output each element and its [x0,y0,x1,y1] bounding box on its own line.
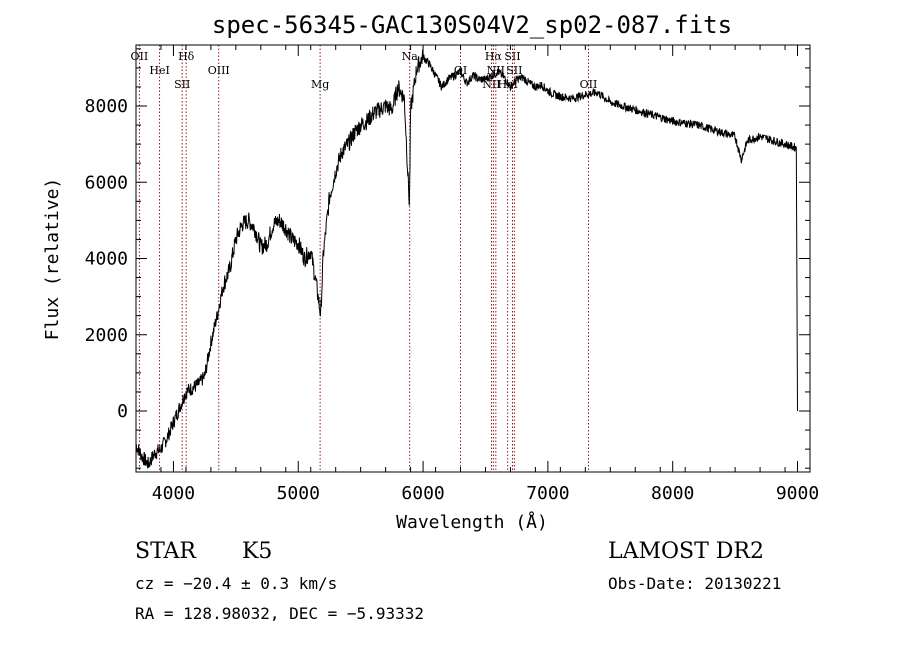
x-axis-label: Wavelength (Å) [396,511,548,533]
marker-label: Na [402,50,419,63]
redshift-cz: cz = −20.4 ± 0.3 km/s [135,574,338,593]
x-tick-label: 5000 [277,483,320,504]
marker-label: HeI [149,64,169,77]
y-tick-label: 8000 [85,96,128,117]
y-axis-label: Flux (relative) [42,178,63,341]
marker-label: Hδ [178,50,195,63]
x-tick-label: 7000 [526,483,569,504]
axis-ticks [135,45,811,472]
x-tick-label: 8000 [651,483,694,504]
y-tick-label: 2000 [85,325,128,346]
y-tick-label: 4000 [85,249,128,270]
marker-label: Hα [485,50,503,63]
spectrum-line-group [135,49,798,469]
marker-label: SII [506,64,522,77]
marker-label: SII [504,50,520,63]
emission-line-markers: OIIHeISIIHδOIIIMgNaOINIIHαNIIHeISIISIIOI… [131,45,598,472]
marker-label: NII [487,64,505,77]
x-tick-label: 9000 [776,483,819,504]
marker-label: OII [580,78,598,91]
axis-tick-labels: 4000 5000 6000 7000 8000 9000 0 2000 4000 6000 800… [85,96,820,504]
chart-title: spec-56345-GAC130S04V2_sp02-087.fits [212,11,732,39]
spectral-subclass: K5 [242,539,273,564]
coordinates: RA = 128.98032, DEC = −5.93332 [135,604,424,623]
marker-label: SII [174,78,190,91]
marker-label: OII [131,50,149,63]
spectrum-line [135,49,798,469]
object-class: STAR [135,539,196,564]
plot-frame [135,44,811,473]
x-tick-label: 6000 [401,483,444,504]
y-tick-label: 0 [117,401,128,422]
marker-label: Mg [311,78,329,91]
survey-name: LAMOST DR2 [608,539,764,564]
marker-label: OIII [208,64,230,77]
observation-date: Obs-Date: 20130221 [608,574,782,593]
y-tick-label: 6000 [85,172,128,193]
x-tick-label: 4000 [152,483,195,504]
